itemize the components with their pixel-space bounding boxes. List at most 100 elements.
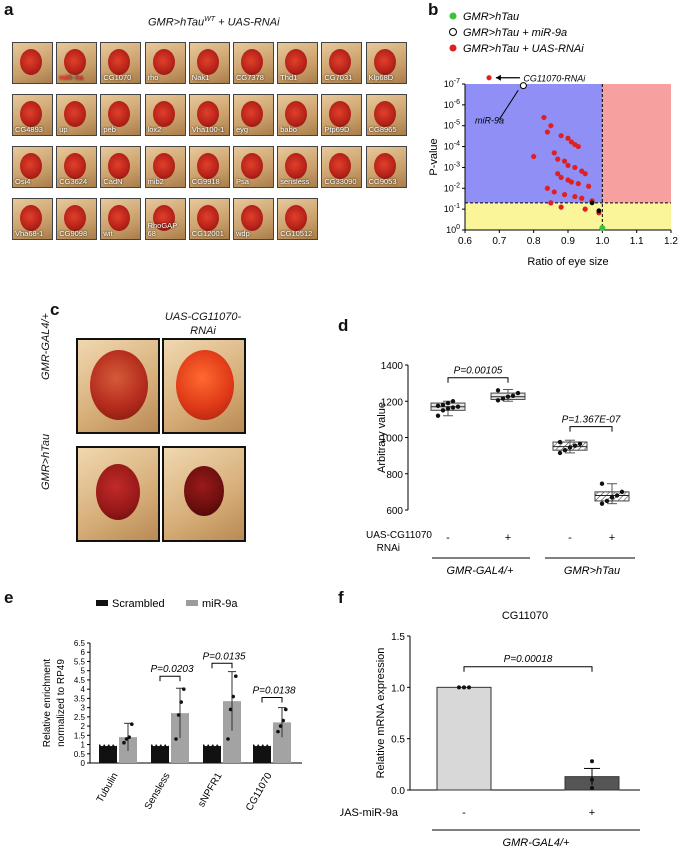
eye-tile-label: Vha100-1 xyxy=(191,125,225,134)
eye-image xyxy=(152,101,175,127)
eye-tile-label: CG1070 xyxy=(103,73,132,82)
y-tick-label: 100 xyxy=(446,224,460,235)
pvalue-bracket xyxy=(447,377,509,383)
x-axis-label: Ratio of eye size xyxy=(527,256,608,268)
scatter-point-rnai xyxy=(582,171,588,177)
y-axis-label: Relative enrichment xyxy=(42,659,53,748)
scatter-point-rnai xyxy=(548,200,554,206)
eye-image xyxy=(285,205,308,231)
eye-tile-label: lox2 xyxy=(147,125,162,134)
panel-c-row-label-gal4: GMR-GAL4/+ xyxy=(40,313,52,380)
bar-mir9a xyxy=(223,701,241,763)
eye-image xyxy=(108,49,131,75)
eye-tile-label: CG12001 xyxy=(191,229,224,238)
eye-tile: CadN xyxy=(100,146,142,188)
eye-image xyxy=(285,49,308,75)
sign-label: + xyxy=(505,532,511,544)
y-tick-label: 10-6 xyxy=(444,99,460,110)
legend-marker xyxy=(449,12,457,20)
eye-tile: CG12001 xyxy=(188,198,230,240)
legend-label: GMR>hTau xyxy=(463,11,519,23)
scatter-point-rnai xyxy=(551,150,557,156)
eye-tile-label: miR-9a xyxy=(59,73,84,82)
y-tick-label: 1.0 xyxy=(391,683,405,694)
sign-label: + xyxy=(589,807,595,819)
data-point xyxy=(228,707,233,712)
y-axis-label-line2: normalized to RP49 xyxy=(56,659,67,747)
data-point-scrambled xyxy=(104,742,109,747)
box-point xyxy=(619,489,625,495)
legend-marker xyxy=(449,28,457,36)
eye-image xyxy=(241,101,263,127)
y-tick-label: 1.5 xyxy=(74,731,86,740)
region-blue xyxy=(465,84,603,203)
eye-image xyxy=(20,49,42,75)
data-point xyxy=(226,737,230,741)
legend-label: GMR>hTau + miR-9a xyxy=(463,27,567,39)
box-point xyxy=(435,413,441,418)
eye-tile: CG9098 xyxy=(56,198,98,240)
box-point xyxy=(599,481,605,486)
pvalue-bracket xyxy=(211,662,233,669)
x-tick-label: Tubulin xyxy=(95,771,121,805)
eye-tile: wit xyxy=(100,198,142,240)
eye-image xyxy=(20,101,42,127)
box-point xyxy=(510,393,516,399)
eye-image xyxy=(196,49,219,75)
eye-tile: peb xyxy=(100,94,142,136)
eye-tile-label: wit xyxy=(103,229,113,238)
pvalue-bracket xyxy=(463,666,593,672)
bar-scrambled xyxy=(151,744,169,763)
data-point xyxy=(457,685,461,690)
sign-label: + xyxy=(609,532,615,544)
x-tick-label: 0.8 xyxy=(527,236,541,247)
eye-image xyxy=(64,153,87,179)
scatter-point-rnai xyxy=(568,179,575,185)
eye-photo-gal4-control xyxy=(76,338,160,434)
scatter-point-rnai xyxy=(558,174,564,180)
scatter-point-rnai xyxy=(551,189,557,195)
scatter-point-rnai xyxy=(541,114,547,121)
data-point-scrambled xyxy=(156,742,161,747)
pvalue-label: P=0.0203 xyxy=(150,664,194,675)
eye-image xyxy=(196,153,219,179)
eye-image xyxy=(108,101,131,127)
box-point xyxy=(495,398,501,403)
eye-tile: CG7031 xyxy=(321,42,363,84)
eye-tile-label: Nak1 xyxy=(191,73,210,82)
eye-tile-label: mib2 xyxy=(147,177,164,186)
y-tick-label: 10-1 xyxy=(444,203,460,214)
eye-image xyxy=(20,205,42,231)
legend-swatch-scrambled xyxy=(96,600,108,606)
panel-f-letter: f xyxy=(338,588,344,607)
data-point-scrambled xyxy=(109,742,113,747)
eye-tile: miR-9a xyxy=(56,42,98,84)
eye-tile: CG3624 xyxy=(56,146,98,188)
sign-label: - xyxy=(462,807,466,819)
eye-tile-label: up xyxy=(59,125,68,134)
box-point xyxy=(435,403,441,408)
y-axis-label: Arbitrary value xyxy=(376,402,388,473)
eye-image xyxy=(329,153,352,179)
box-point xyxy=(614,493,620,498)
scatter-point-rnai xyxy=(582,206,588,212)
panel-d-box-chart: 600 800 1000 1200 1400 Arbitrary value P=0.001… xyxy=(366,361,635,577)
eye-tile: CG10512 xyxy=(277,198,319,240)
group-label: GMR-GAL4/+ xyxy=(503,837,571,849)
box-point xyxy=(567,445,573,450)
eye-photo-htau-control xyxy=(76,446,160,542)
eye-image xyxy=(373,153,396,179)
eye-image xyxy=(329,101,352,127)
y-tick-label: 6 xyxy=(81,648,86,657)
eye-tile-label: Vha68-1 xyxy=(15,229,44,238)
eye-tile-label: CG3624 xyxy=(59,177,88,186)
y-tick-label: 10-4 xyxy=(444,141,460,152)
eye-image xyxy=(241,49,263,75)
y-tick-label: 0.0 xyxy=(391,786,405,797)
box-point xyxy=(572,443,578,448)
box-point xyxy=(455,404,461,409)
sign-label: - xyxy=(446,532,450,544)
bar xyxy=(436,686,492,791)
y-tick-label: 3 xyxy=(81,704,86,713)
box-point xyxy=(562,447,568,453)
